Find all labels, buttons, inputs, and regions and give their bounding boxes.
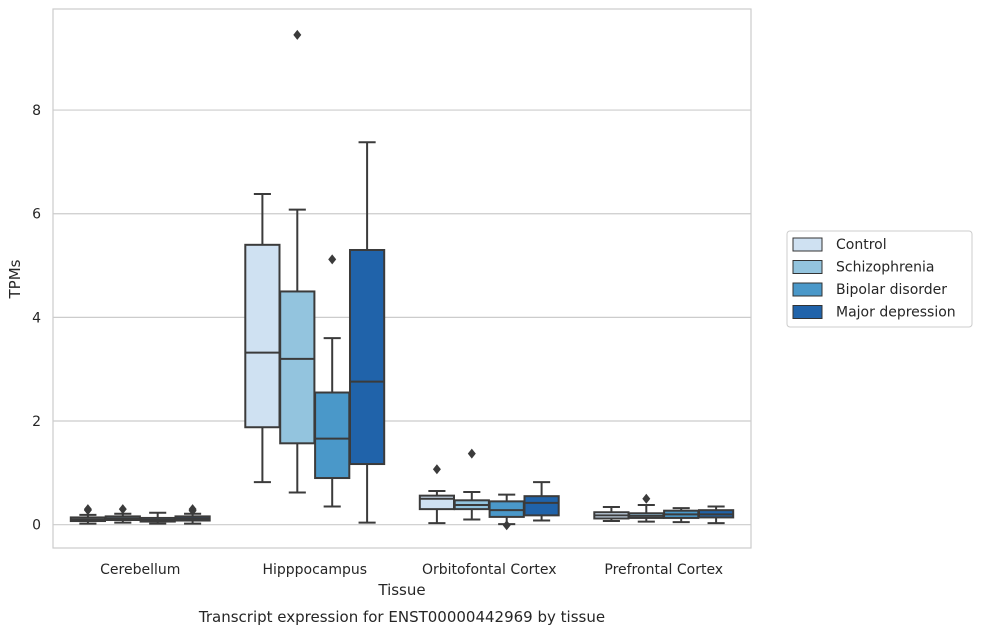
iqr-box: [244, 243, 281, 429]
box-hipppocampus: [244, 193, 281, 484]
box-prefrontal-cortex: [628, 493, 665, 523]
legend-item: Control: [792, 237, 887, 253]
outlier-point: [432, 464, 441, 475]
box-prefrontal-cortex: [697, 505, 735, 525]
box-orbitofontal-cortex: [418, 464, 456, 525]
box-hipppocampus: [314, 254, 351, 508]
outlier-point: [467, 448, 476, 459]
x-axis-label: Tissue: [377, 581, 425, 599]
box-cerebellum: [174, 504, 211, 525]
outlier-point: [83, 504, 92, 515]
legend: Control Schizophrenia Bipolar disorder Majo…: [786, 230, 973, 328]
box-hipppocampus: [348, 141, 386, 524]
box-hipppocampus: [279, 29, 316, 494]
box-orbitofontal-cortex: [488, 493, 525, 531]
y-axis-ticks: 0 2 4 6 8: [32, 103, 41, 534]
iqr-box: [523, 495, 560, 517]
outlier-point: [188, 504, 197, 515]
outlier-point: [328, 254, 337, 265]
series-schizophrenia: [104, 29, 665, 524]
outlier-point: [293, 29, 302, 40]
legend-swatch: [792, 305, 823, 319]
legend-swatch: [792, 282, 823, 297]
outlier-point: [118, 504, 127, 515]
x-axis-ticks: Cerebellum Hipppocampus Orbitofontal Corte…: [100, 562, 723, 578]
iqr-box: [279, 290, 316, 445]
series-major-depression: [174, 141, 735, 525]
y-tick-label: 2: [32, 414, 41, 430]
y-tick-label: 8: [32, 103, 41, 119]
y-tick-label: 4: [32, 310, 41, 326]
legend-swatch: [792, 260, 823, 274]
legend-item: Major depression: [792, 305, 956, 321]
legend-frame: [786, 230, 973, 328]
box-prefrontal-cortex: [593, 506, 630, 523]
legend-items: Control Schizophrenia Bipolar disorder Majo…: [792, 237, 956, 321]
x-tick-label: Prefrontal Cortex: [604, 562, 723, 578]
box-cerebellum: [104, 504, 141, 524]
legend-label: Schizophrenia: [836, 260, 934, 276]
iqr-box: [348, 248, 386, 466]
box-prefrontal-cortex: [663, 507, 700, 524]
outlier-point: [502, 520, 511, 531]
iqr-box: [488, 500, 525, 518]
legend-label: Major depression: [836, 305, 956, 321]
legend-label: Bipolar disorder: [836, 282, 947, 298]
iqr-box: [314, 391, 351, 480]
outlier-point: [642, 493, 651, 504]
box-orbitofontal-cortex: [453, 448, 490, 521]
x-tick-label: Cerebellum: [100, 562, 180, 578]
x-tick-label: Orbitofontal Cortex: [422, 562, 557, 578]
y-tick-label: 0: [32, 518, 41, 534]
gridlines: [53, 109, 751, 526]
series-bipolar-disorder: [139, 254, 700, 531]
iqr-box: [418, 494, 456, 511]
box-cerebellum: [139, 511, 176, 525]
y-axis-label: TPMs: [6, 259, 24, 299]
legend-item: Bipolar disorder: [792, 282, 947, 298]
legend-item: Schizophrenia: [792, 260, 934, 276]
y-tick-label: 6: [32, 207, 41, 223]
chart-caption: Transcript expression for ENST0000044296…: [198, 608, 605, 626]
box-series-layer: [69, 29, 735, 531]
plot-area-frame: [52, 8, 752, 549]
box-cerebellum: [69, 504, 107, 525]
x-tick-label: Hipppocampus: [262, 562, 367, 578]
box-orbitofontal-cortex: [523, 481, 560, 522]
legend-swatch: [792, 237, 823, 252]
legend-label: Control: [836, 237, 887, 253]
